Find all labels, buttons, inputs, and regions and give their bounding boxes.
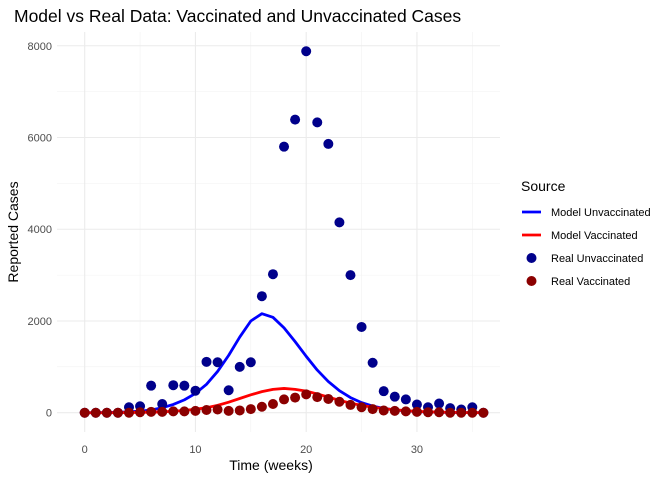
real-vaccinated-point <box>179 406 190 417</box>
real-unvaccinated-point <box>389 391 400 402</box>
real-unvaccinated-point <box>312 117 323 128</box>
real-vaccinated-point <box>411 406 422 417</box>
legend-title: Source <box>521 178 566 194</box>
real-unvaccinated-point <box>345 270 356 281</box>
real-unvaccinated-point <box>168 380 179 391</box>
y-tick-label: 2000 <box>28 316 52 328</box>
real-vaccinated-point <box>478 407 489 418</box>
real-unvaccinated-point <box>323 138 334 149</box>
real-unvaccinated-legend-key <box>526 253 537 263</box>
real-unvaccinated-point <box>212 357 223 368</box>
real-vaccinated-legend-key <box>526 276 537 286</box>
x-tick-label: 10 <box>189 444 201 456</box>
real-unvaccinated-point <box>146 380 157 391</box>
real-unvaccinated-point <box>279 141 290 152</box>
y-axis-label: Reported Cases <box>5 181 21 282</box>
x-tick-label: 20 <box>300 444 312 456</box>
real-unvaccinated-point <box>367 357 378 368</box>
real-vaccinated-point <box>312 392 323 403</box>
real-vaccinated-point <box>245 404 256 415</box>
x-tick-label: 0 <box>82 444 88 456</box>
real-vaccinated-point <box>334 396 345 407</box>
real-vaccinated-point <box>367 404 378 415</box>
grid <box>57 32 500 432</box>
real-vaccinated-point <box>157 406 168 417</box>
x-tick-label: 30 <box>411 444 423 456</box>
model-vaccinated-legend-label: Model Vaccinated <box>551 230 638 242</box>
real-unvaccinated-point <box>245 357 256 368</box>
real-vaccinated-point <box>389 405 400 416</box>
real-vaccinated-point <box>279 394 290 405</box>
real-unvaccinated-point <box>190 385 201 396</box>
real-unvaccinated-point <box>157 399 168 410</box>
real-vaccinated-point <box>267 399 278 410</box>
real-unvaccinated-point <box>223 385 234 396</box>
real-vaccinated-point <box>467 407 478 418</box>
real-vaccinated-point <box>223 405 234 416</box>
real-unvaccinated-point <box>201 356 212 367</box>
real-vaccinated-point <box>135 407 146 418</box>
real-vaccinated-point <box>378 405 389 416</box>
real-unvaccinated-point <box>400 394 411 405</box>
y-tick-label: 4000 <box>28 224 52 236</box>
real-vaccinated-point <box>290 392 301 403</box>
real-vaccinated-point <box>201 404 212 415</box>
legend-entries: Model Unvaccinated Model Vaccinated Real U… <box>522 207 651 288</box>
real-vaccinated-point <box>456 407 467 418</box>
real-vaccinated-point <box>101 407 112 418</box>
real-vaccinated-point <box>146 406 157 417</box>
real-vaccinated-point <box>301 389 312 400</box>
x-tick-labels: 0 10 20 30 <box>82 444 423 456</box>
real-vaccinated-point <box>356 402 367 413</box>
real-points <box>79 46 489 418</box>
real-vaccinated-point <box>256 401 267 412</box>
real-vaccinated-point <box>112 407 123 418</box>
real-vaccinated-point <box>445 407 456 418</box>
y-tick-labels: 0 2000 4000 6000 8000 <box>28 41 52 420</box>
real-vaccinated-point <box>323 393 334 404</box>
real-vaccinated-point <box>400 406 411 417</box>
real-vaccinated-point <box>168 406 179 417</box>
real-vaccinated-point <box>345 399 356 410</box>
real-unvaccinated-point <box>256 291 267 302</box>
real-unvaccinated-legend-label: Real Unvaccinated <box>551 253 643 265</box>
real-unvaccinated-point <box>356 321 367 332</box>
real-unvaccinated-point <box>234 361 245 372</box>
y-tick-label: 8000 <box>28 41 52 53</box>
real-unvaccinated-point <box>267 269 278 280</box>
real-unvaccinated-point <box>179 380 190 391</box>
real-unvaccinated-point <box>290 114 301 125</box>
real-vaccinated-point <box>90 407 101 418</box>
real-vaccinated-point <box>434 407 445 418</box>
real-vaccinated-point <box>234 405 245 416</box>
real-vaccinated-point <box>123 407 134 418</box>
real-vaccinated-point <box>79 407 90 418</box>
real-vaccinated-legend-label: Real Vaccinated <box>551 276 630 288</box>
real-unvaccinated-point <box>334 217 345 228</box>
real-unvaccinated-point <box>378 386 389 397</box>
real-unvaccinated-point <box>411 399 422 410</box>
chart-title: Model vs Real Data: Vaccinated and Unvac… <box>14 6 461 26</box>
real-vaccinated-point <box>190 405 201 416</box>
y-tick-label: 6000 <box>28 133 52 145</box>
real-vaccinated-point <box>212 404 223 415</box>
real-unvaccinated-point <box>434 398 445 409</box>
x-axis-label: Time (weeks) <box>229 457 313 473</box>
real-vaccinated-point <box>423 407 434 418</box>
y-tick-label: 0 <box>46 408 52 420</box>
real-unvaccinated-point <box>301 46 312 57</box>
model-unvaccinated-legend-label: Model Unvaccinated <box>551 207 651 219</box>
legend: Source Model Unvaccinated Model Vaccinate… <box>521 178 651 288</box>
